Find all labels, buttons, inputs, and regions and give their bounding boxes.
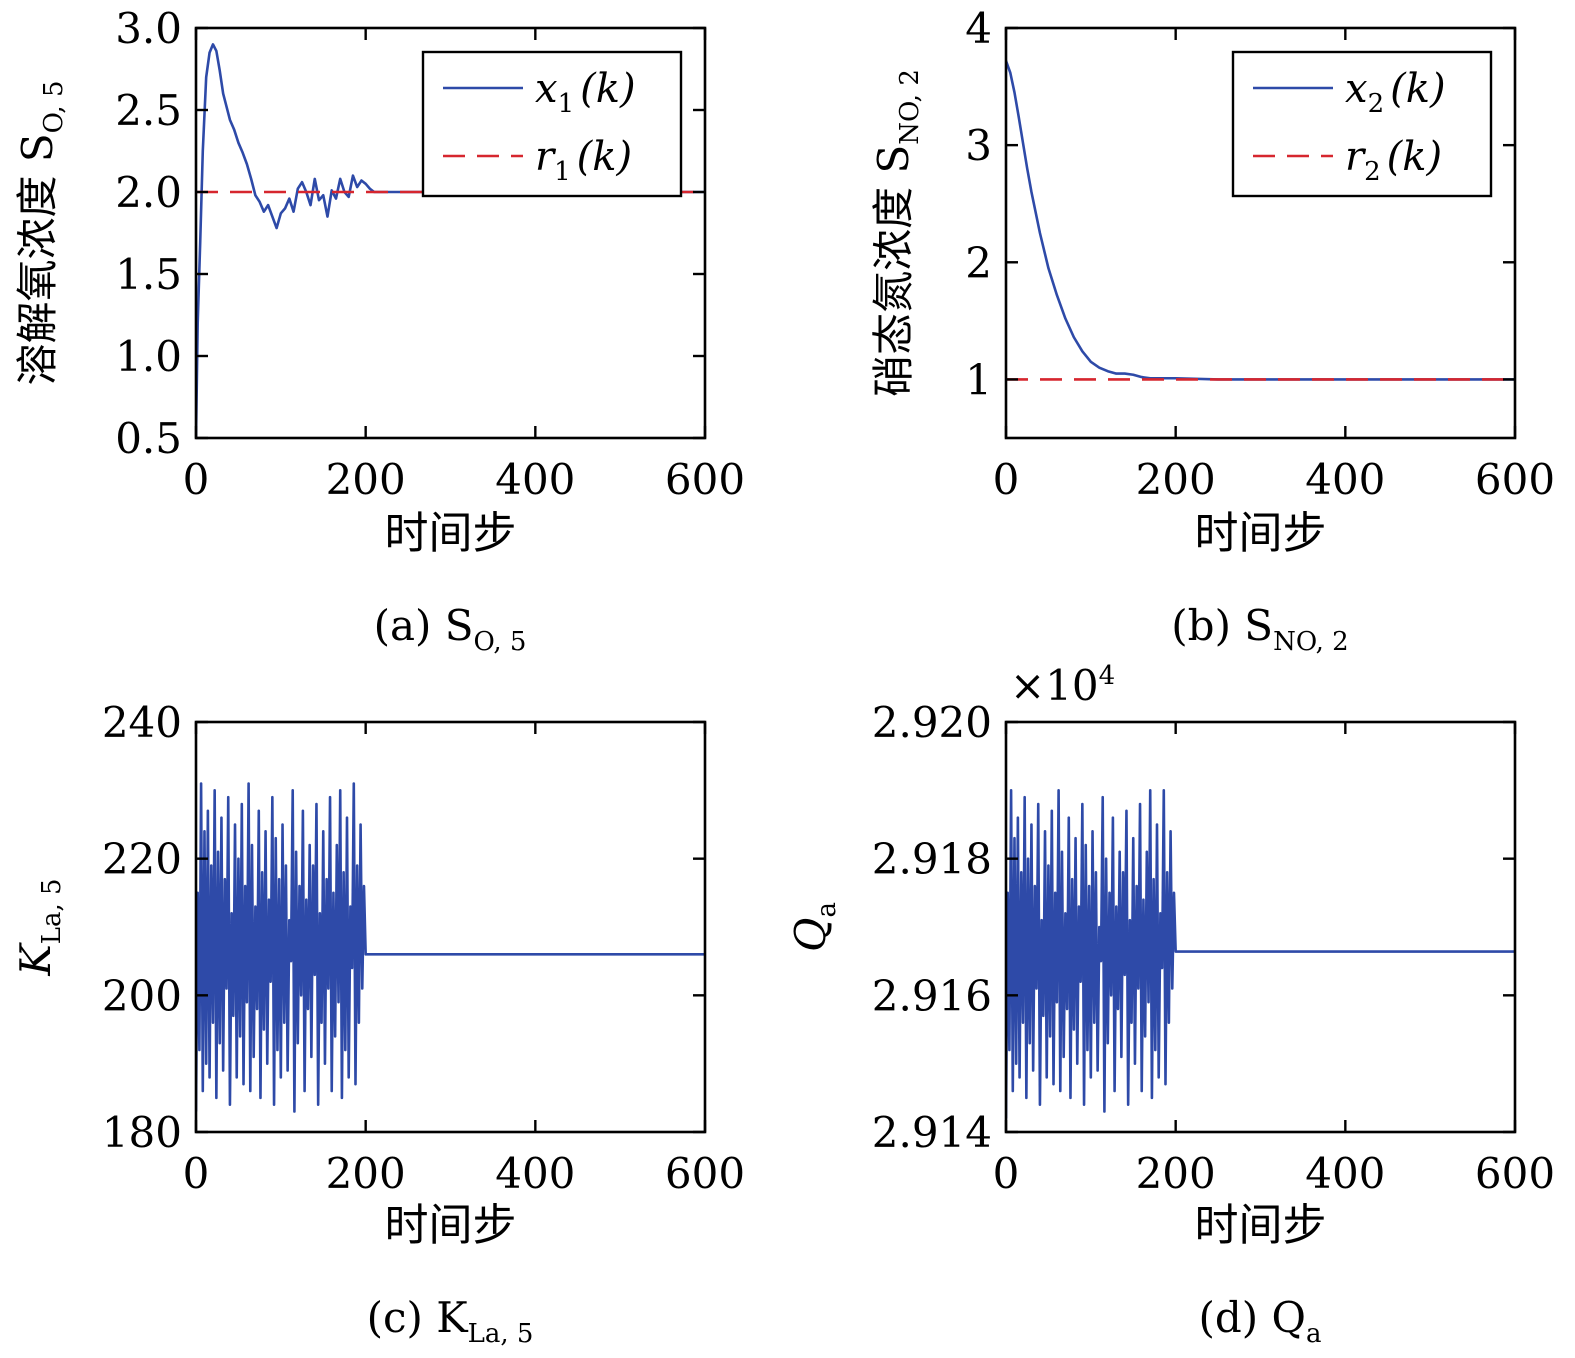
y-tick-label: 2.918 (872, 835, 992, 884)
panel-caption-sub: a (1306, 1319, 1322, 1349)
legend-tail: (k) (1390, 66, 1445, 112)
legend-sub: 2 (1364, 157, 1381, 187)
y-tick-label: 3 (965, 121, 992, 170)
y-tick-label: 180 (102, 1108, 182, 1157)
y-axis-label-main: K (11, 942, 60, 977)
panel-caption: (d) Qa (1199, 1293, 1322, 1349)
x-tick-label: 600 (665, 1149, 745, 1198)
x-tick-label: 0 (993, 455, 1020, 504)
x-tick-label: 400 (1305, 1149, 1385, 1198)
panel-caption-main: (a) S (374, 601, 474, 650)
legend-tail: (k) (1387, 134, 1442, 180)
plot-frame (194, 26, 707, 440)
y-axis-label-sub: NO, 2 (895, 69, 925, 145)
y-axis-label: KLa, 5 (11, 878, 67, 976)
legend-sub: 1 (554, 157, 571, 187)
y-tick-label: 2.5 (115, 86, 182, 135)
x-tick-label: 200 (326, 1149, 406, 1198)
axis-multiplier-base: ×10 (1010, 661, 1099, 710)
x-tick-label: 600 (1475, 455, 1555, 504)
y-tick-label: 1.5 (115, 250, 182, 299)
x-axis-label: 时间步 (385, 508, 517, 559)
y-axis-label-sub: O, 5 (39, 81, 69, 134)
legend-entry-0: x2 (k) (1345, 66, 1446, 119)
legend-sub: 2 (1368, 89, 1385, 119)
y-axis-label-sub: La, 5 (37, 878, 67, 944)
legend-box (421, 50, 683, 198)
panel-caption-sub: O, 5 (474, 627, 527, 657)
y-tick-label: 200 (102, 971, 182, 1020)
plot-frame (194, 720, 707, 1134)
y-tick-label: 220 (102, 835, 182, 884)
legend-main: r (1345, 134, 1367, 180)
legend-entry-0: x1 (k) (535, 66, 636, 119)
x-tick-label: 200 (326, 455, 406, 504)
x-axis-label: 时间步 (1195, 1200, 1327, 1251)
y-axis-label-main: 硝态氮浓度 S (869, 145, 918, 397)
plot-frame (1004, 26, 1517, 440)
y-tick-label: 2.914 (872, 1108, 992, 1157)
y-tick-label: 1.0 (115, 332, 182, 381)
y-axis-label: 硝态氮浓度 SNO, 2 (869, 69, 925, 397)
x-tick-label: 200 (1136, 1149, 1216, 1198)
x-tick-label: 0 (183, 1149, 210, 1198)
axis-multiplier: ×104 (1010, 661, 1115, 710)
panel-caption-sub: NO, 2 (1273, 627, 1349, 657)
legend-main: x (535, 66, 558, 112)
legend-main: r (535, 134, 557, 180)
plot-frame (1004, 720, 1517, 1134)
x-tick-label: 400 (495, 1149, 575, 1198)
axis-multiplier-exp: 4 (1099, 661, 1116, 691)
legend-entry-1: r1 (k) (535, 134, 632, 187)
x-tick-label: 0 (183, 455, 210, 504)
y-tick-label: 3.0 (115, 4, 182, 53)
panel-caption-sub: La, 5 (468, 1319, 534, 1349)
y-tick-label: 2.0 (115, 168, 182, 217)
legend-main: x (1345, 66, 1368, 112)
y-tick-label: 2 (965, 238, 992, 287)
y-tick-label: 240 (102, 698, 182, 747)
y-axis-label: Qa (786, 902, 842, 952)
chart-panel-d: 0 200 400 600 2.914 2.916 2.918 2.920 时间步 Qa ×104 (… (786, 661, 1555, 1349)
x-axis-label: 时间步 (1195, 508, 1327, 559)
legend-tail: (k) (577, 134, 632, 180)
x-axis-label: 时间步 (385, 1200, 517, 1251)
y-axis-label-sub: a (812, 902, 842, 918)
x-tick-label: 0 (993, 1149, 1020, 1198)
panel-caption-main: (d) Q (1199, 1293, 1306, 1342)
panel-caption: (c) KLa, 5 (367, 1293, 534, 1349)
legend-sub: 1 (558, 89, 575, 119)
series-line-a-0 (196, 43, 705, 438)
panel-caption: (b) SNO, 2 (1171, 601, 1348, 657)
legend-tail: (k) (580, 66, 635, 112)
legend-entry-1: r2 (k) (1345, 134, 1442, 187)
y-tick-label: 2.916 (872, 971, 992, 1020)
panel-caption: (a) SO, 5 (374, 601, 527, 657)
y-tick-label: 0.5 (115, 414, 182, 463)
y-axis-label: 溶解氧浓度 SO, 5 (13, 81, 69, 386)
x-tick-label: 600 (665, 455, 745, 504)
x-tick-label: 600 (1475, 1149, 1555, 1198)
y-axis-label-main: Q (786, 918, 835, 952)
x-tick-label: 200 (1136, 455, 1216, 504)
series-line-d-0 (1006, 789, 1515, 1119)
y-tick-label: 1 (965, 355, 992, 404)
y-tick-label: 4 (965, 4, 992, 53)
panel-caption-main: (c) K (367, 1293, 470, 1342)
y-axis-label-main: 溶解氧浓度 S (13, 133, 62, 385)
panel-caption-main: (b) S (1171, 601, 1273, 650)
x-tick-label: 400 (495, 455, 575, 504)
y-tick-label: 2.920 (872, 698, 992, 747)
series-line-c-0 (196, 782, 705, 1113)
legend-box (1231, 50, 1493, 198)
x-tick-label: 400 (1305, 455, 1385, 504)
